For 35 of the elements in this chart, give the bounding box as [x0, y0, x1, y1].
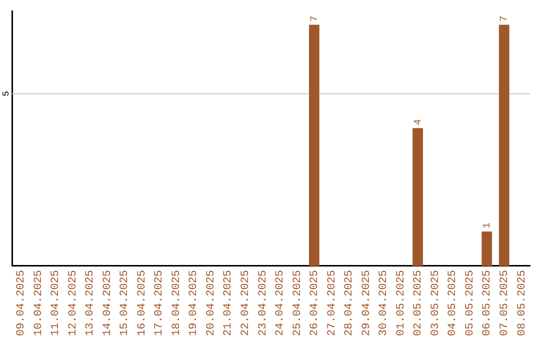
x-tick-label: 02.05.2025 — [412, 270, 425, 336]
x-tick-label: 24.04.2025 — [274, 270, 287, 336]
x-tick-label: 06.05.2025 — [482, 270, 494, 336]
x-tick-label: 22.04.2025 — [240, 270, 252, 336]
x-tick-label: 09.04.2025 — [16, 270, 28, 336]
ref-line-label: 5 — [1, 90, 12, 96]
x-tick-label: 05.05.2025 — [464, 270, 476, 336]
data-label: 4 — [413, 119, 424, 126]
x-tick-label: 13.04.2025 — [84, 270, 97, 336]
x-tick-label: 14.04.2025 — [102, 270, 114, 336]
data-label: 1 — [482, 222, 494, 229]
x-tick-label: 08.05.2025 — [516, 270, 528, 336]
x-tick-label: 29.04.2025 — [360, 270, 373, 336]
x-tick-label: 12.04.2025 — [67, 270, 80, 336]
x-tick-label: 30.04.2025 — [378, 270, 390, 336]
x-tick-label: 26.04.2025 — [309, 270, 322, 336]
x-tick-label: 10.04.2025 — [32, 270, 45, 336]
x-tick-label: 23.04.2025 — [257, 270, 270, 336]
x-tick-label: 25.04.2025 — [292, 270, 304, 336]
data-label: 7 — [310, 16, 321, 22]
x-tick-label: 03.05.2025 — [430, 270, 442, 336]
x-tick-label: 04.05.2025 — [447, 270, 460, 336]
x-tick-label: 27.04.2025 — [326, 270, 338, 336]
x-tick-label: 19.04.2025 — [188, 270, 200, 336]
x-tick-label: 16.04.2025 — [136, 270, 148, 336]
x-tick-label: 11.04.2025 — [50, 270, 62, 336]
x-tick-label: 20.04.2025 — [205, 270, 218, 336]
x-tick-label: 18.04.2025 — [170, 270, 183, 336]
x-tick-label: 07.05.2025 — [499, 270, 512, 336]
data-label: 7 — [500, 16, 511, 22]
x-tick-label: 01.05.2025 — [395, 270, 408, 336]
x-tick-label: 21.04.2025 — [222, 270, 235, 336]
x-tick-label: 28.04.2025 — [344, 270, 356, 336]
x-tick-label: 17.04.2025 — [154, 270, 166, 336]
x-tick-label: 15.04.2025 — [119, 270, 132, 336]
